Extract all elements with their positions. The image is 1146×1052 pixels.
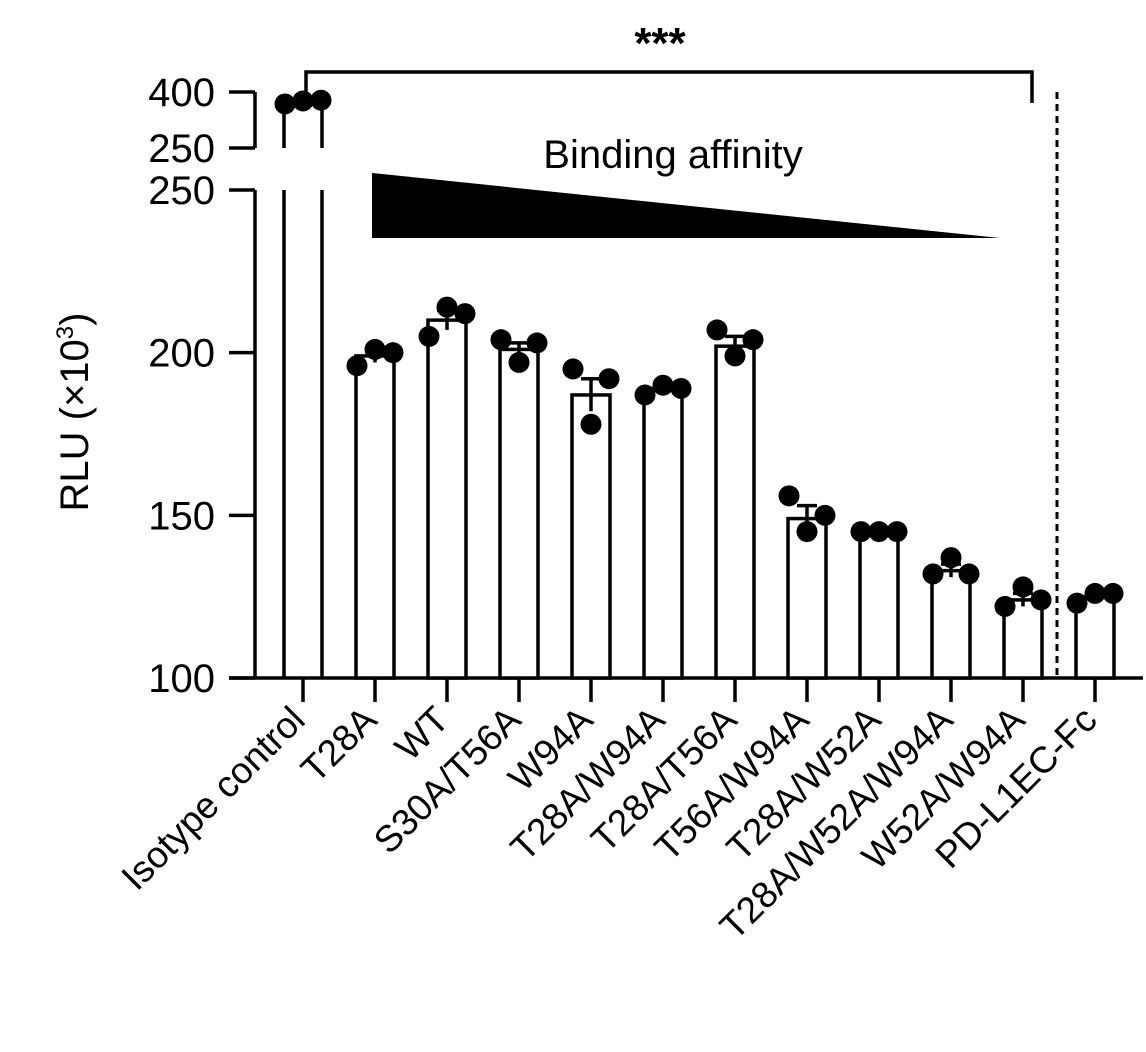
x-tick-label: T28A	[293, 698, 385, 790]
binding-affinity-label: Binding affinity	[543, 133, 802, 177]
bar	[570, 393, 612, 680]
y-tick-label: 200	[148, 332, 215, 376]
data-point	[868, 521, 890, 543]
data-point	[994, 595, 1016, 617]
data-point	[346, 355, 368, 377]
data-point	[1066, 592, 1088, 614]
y-axis-label-sup: 3	[52, 326, 79, 339]
data-point	[1012, 576, 1034, 598]
data-point	[670, 377, 692, 399]
y-tick-label: 100	[148, 657, 215, 701]
data-point	[814, 504, 836, 526]
y-tick-label: 250	[148, 127, 215, 171]
bar	[354, 354, 396, 680]
data-point	[742, 329, 764, 351]
data-point	[940, 547, 962, 569]
bar	[642, 386, 684, 680]
data-point	[292, 90, 314, 112]
data-point	[526, 332, 548, 354]
data-point	[652, 374, 674, 396]
bar	[858, 529, 900, 680]
data-point	[508, 351, 530, 373]
data-point	[364, 338, 386, 360]
data-point	[958, 563, 980, 585]
bar	[282, 190, 324, 678]
significance-stars: ***	[634, 19, 686, 68]
data-point	[850, 521, 872, 543]
data-point	[724, 345, 746, 367]
data-point	[1084, 582, 1106, 604]
significance-bracket	[304, 70, 1034, 108]
data-point	[580, 413, 602, 435]
x-tick-label: Isotype control	[114, 699, 313, 898]
data-point	[778, 485, 800, 507]
data-point	[490, 329, 512, 351]
y-axis-label-end: )	[53, 313, 97, 326]
data-point	[706, 319, 728, 341]
data-point	[634, 384, 656, 406]
data-point	[598, 368, 620, 390]
bar	[714, 344, 756, 680]
data-point	[1030, 589, 1052, 611]
bars	[274, 89, 1124, 680]
bar	[426, 318, 468, 680]
data-point	[562, 358, 584, 380]
data-point	[382, 342, 404, 364]
data-point	[274, 93, 296, 115]
y-tick-label: 250	[148, 169, 215, 213]
bar	[498, 347, 540, 680]
data-point	[796, 521, 818, 543]
data-point	[418, 325, 440, 347]
y-axis-label: RLU (×103)	[52, 313, 97, 512]
binding-affinity-wedge	[372, 173, 1000, 238]
y-tick-label: 150	[148, 494, 215, 538]
bar	[786, 516, 828, 680]
y-tick-label: 400	[148, 71, 215, 115]
data-point	[454, 303, 476, 325]
data-point	[310, 89, 332, 111]
y-axis-label-main: RLU (×10	[53, 339, 97, 511]
data-point	[922, 563, 944, 585]
data-point	[436, 296, 458, 318]
data-point	[1102, 582, 1124, 604]
data-point	[886, 521, 908, 543]
bar	[930, 568, 972, 680]
